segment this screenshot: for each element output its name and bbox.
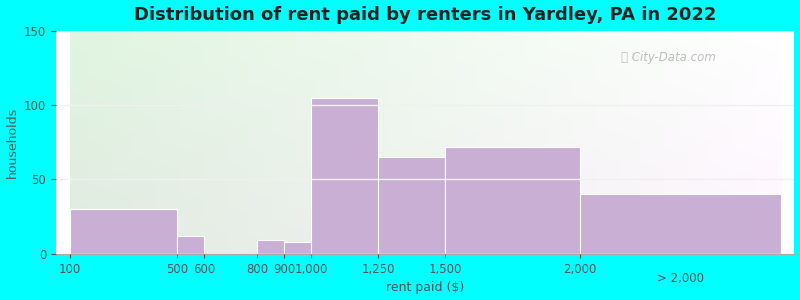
Title: Distribution of rent paid by renters in Yardley, PA in 2022: Distribution of rent paid by renters in … <box>134 6 717 24</box>
Bar <box>311 98 378 254</box>
Bar <box>446 147 580 254</box>
Bar <box>70 209 177 254</box>
Bar <box>284 242 311 254</box>
Bar <box>580 194 781 254</box>
Text: > 2,000: > 2,000 <box>657 272 704 285</box>
Y-axis label: households: households <box>6 107 18 178</box>
Bar <box>177 236 204 254</box>
X-axis label: rent paid ($): rent paid ($) <box>386 281 464 294</box>
Bar <box>258 241 284 254</box>
Text: ⓘ City-Data.com: ⓘ City-Data.com <box>622 51 716 64</box>
Bar <box>378 157 446 254</box>
